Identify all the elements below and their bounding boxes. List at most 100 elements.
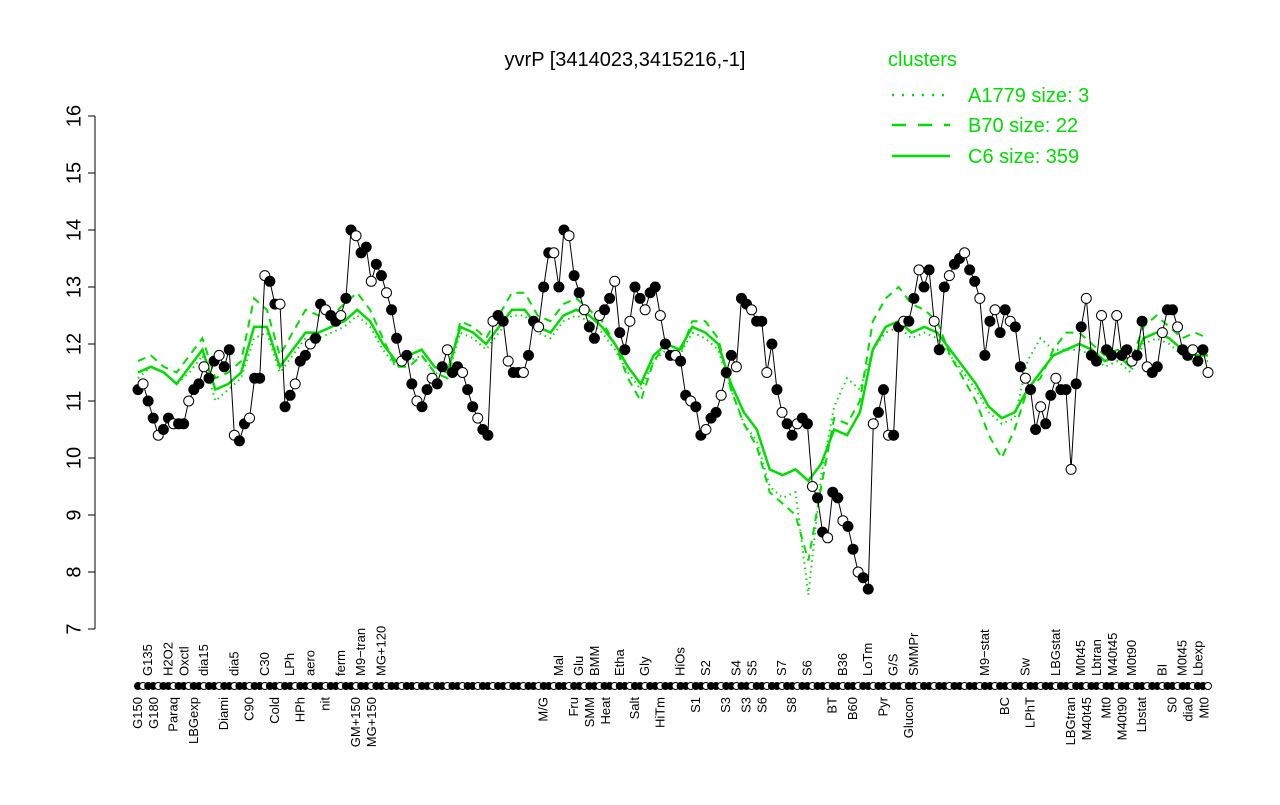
x-label-bottom: S3 (739, 697, 754, 713)
data-point (781, 418, 793, 430)
x-label-bottom: LBGexp (186, 697, 201, 744)
x-label-bottom: BT (825, 697, 840, 714)
x-label-bottom: GM+150 (348, 697, 363, 747)
data-point (999, 304, 1011, 316)
x-label-bottom: LBGtran (1063, 697, 1078, 745)
x-label-bottom: C90 (242, 697, 257, 721)
data-point (964, 264, 976, 276)
x-label-bottom: dia0 (1181, 697, 1196, 722)
data-point (1156, 327, 1168, 339)
data-point (365, 275, 377, 287)
x-label-top: Lbtran (1089, 639, 1104, 676)
data-point (908, 292, 920, 304)
data-point (629, 281, 641, 293)
data-point (1172, 321, 1184, 333)
x-tick-labels: G135 H2O2 Oxctl dia15 dia5 C30 LPh aero ferm M9−t… (130, 626, 1212, 747)
x-label-top: Sw (1017, 657, 1032, 676)
data-point (416, 401, 428, 413)
data-point (588, 332, 600, 344)
x-label-bottom: Diami (216, 697, 231, 730)
data-point (634, 292, 646, 304)
data-point (604, 292, 616, 304)
data-point (1070, 378, 1082, 390)
data-point (1050, 372, 1062, 384)
rug-mark (1204, 682, 1212, 690)
data-point (1040, 418, 1052, 430)
data-point (599, 304, 611, 316)
data-point (284, 389, 296, 401)
data-point (1080, 292, 1092, 304)
x-label-top: LoTm (860, 643, 875, 676)
data-point (157, 424, 169, 435)
data-point (867, 418, 879, 430)
x-label-top: M9−tran (353, 628, 368, 676)
data-point (563, 230, 575, 242)
x-label-top: Oxctl (176, 646, 191, 676)
data-point (254, 372, 266, 384)
x-label-bottom: Mt0 (1099, 697, 1114, 719)
data-point (1014, 361, 1026, 373)
data-point (649, 281, 661, 293)
data-point (1111, 310, 1123, 321)
y-tick-label: 12 (63, 333, 85, 355)
data-point (979, 349, 991, 361)
legend-label-a1779: A1779 size: 3 (968, 85, 1089, 107)
x-label-top: BMM (587, 646, 602, 676)
data-point (690, 401, 702, 413)
legend-label-c6: C6 size: 359 (968, 146, 1079, 168)
data-point (1131, 349, 1143, 361)
data-point (1035, 401, 1047, 413)
data-point (401, 349, 413, 361)
x-label-top: SMMPr (906, 632, 921, 676)
x-label-bottom: G150 (130, 697, 145, 729)
legend-label-b70: B70 size: 22 (968, 115, 1078, 137)
x-label-bottom: HPh (292, 697, 307, 722)
x-label-top: S2 (698, 660, 713, 676)
data-point (877, 384, 889, 396)
x-rug (134, 682, 1212, 690)
x-label-bottom: S6 (755, 697, 770, 713)
data-point (609, 275, 621, 287)
data-point (436, 361, 448, 373)
data-point (1167, 304, 1179, 316)
data-point (386, 304, 398, 316)
data-point (335, 310, 347, 321)
x-label-bottom: M40t90 (1115, 697, 1130, 740)
x-label-bottom: M40t45 (1079, 697, 1094, 740)
x-label-bottom: Heat (598, 697, 613, 725)
data-point (913, 264, 925, 276)
x-label-top: dia5 (226, 651, 241, 676)
data-point (847, 543, 859, 555)
x-label-top: M40t45 (1105, 633, 1120, 676)
data-point (1096, 310, 1108, 321)
data-point (756, 315, 768, 327)
data-point (538, 281, 550, 293)
data-point (766, 338, 778, 350)
data-point (467, 401, 479, 413)
data-point (223, 344, 235, 356)
data-point (1187, 344, 1199, 356)
y-axis: 7 8 9 10 11 12 13 14 15 16 (63, 105, 96, 635)
data-point (360, 241, 372, 253)
x-label-bottom: Lbstat (1134, 697, 1149, 733)
data-point (1106, 349, 1118, 361)
data-point (533, 321, 545, 333)
x-label-top: H2O2 (160, 642, 175, 676)
data-points (132, 224, 1214, 595)
data-point (1009, 321, 1021, 333)
data-point (198, 361, 210, 373)
x-label-top: S4 (728, 660, 743, 676)
data-point (659, 338, 671, 350)
data-point (918, 281, 930, 293)
data-point (233, 435, 245, 447)
data-point (299, 349, 311, 361)
x-label-bottom: HiTm (652, 697, 667, 728)
legend: clusters A1779 size: 3 B70 size: 22 C6 s… (888, 49, 1089, 168)
x-label-bottom: Paraq (165, 697, 180, 732)
data-point (720, 367, 732, 378)
data-point (1151, 361, 1163, 373)
cluster-lines (137, 285, 1209, 595)
data-point (1030, 424, 1042, 435)
x-label-top: G135 (140, 644, 155, 676)
